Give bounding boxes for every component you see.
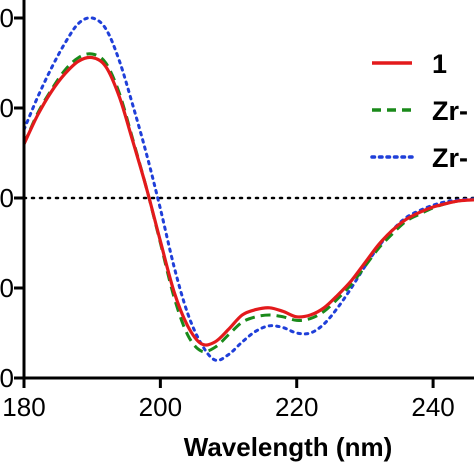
- x-tick-label: 240: [411, 392, 454, 422]
- x-tick-label: 180: [2, 392, 45, 422]
- y-tick-label: 0: [0, 93, 14, 123]
- y-tick-label: 0: [0, 3, 14, 33]
- series-line-2: [22, 52, 474, 354]
- y-tick-label: 0: [0, 273, 14, 303]
- legend-label-2: Zr-: [432, 96, 468, 126]
- legend-label-1: 1: [432, 49, 447, 79]
- series-line-1: [22, 55, 474, 347]
- x-axis-title: Wavelength (nm): [184, 432, 392, 462]
- legend-label-3: Zr-: [432, 143, 468, 173]
- series-line-3: [22, 16, 474, 362]
- x-tick-label: 220: [275, 392, 318, 422]
- y-tick-label: 0: [0, 183, 14, 213]
- x-tick-label: 200: [139, 392, 182, 422]
- y-tick-label: 0: [0, 363, 14, 393]
